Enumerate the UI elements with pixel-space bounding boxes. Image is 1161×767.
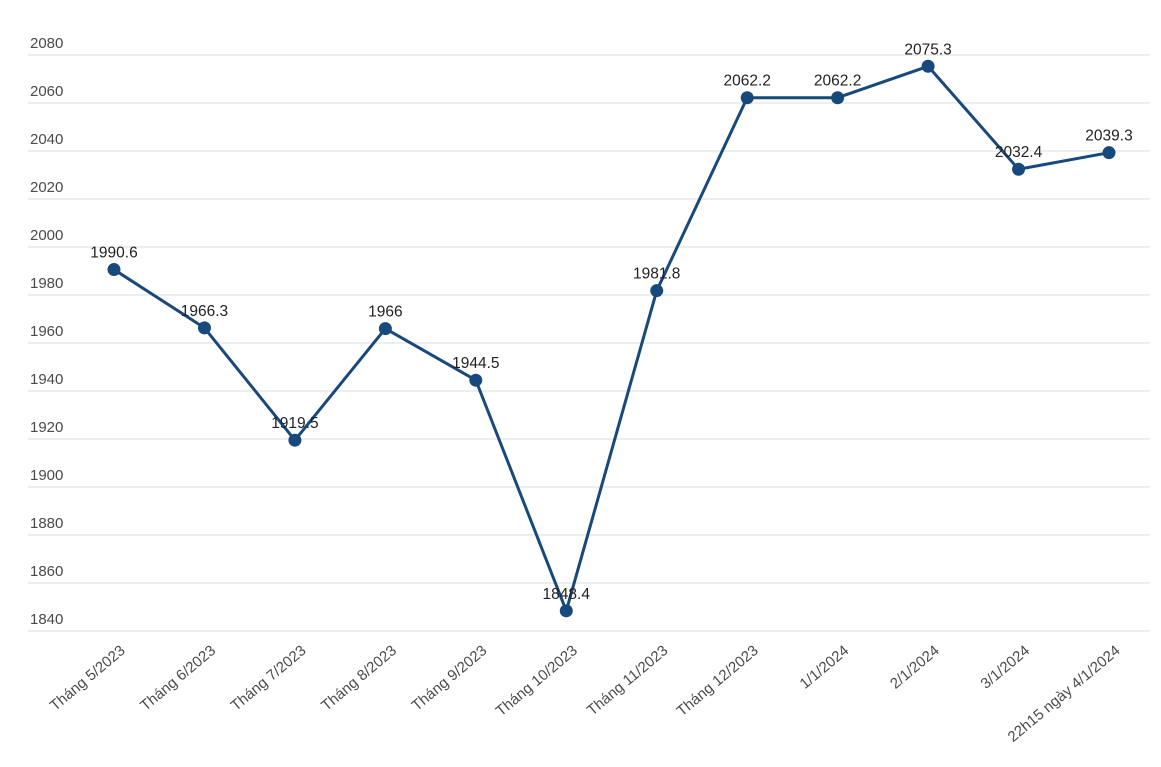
x-tick-label: Tháng 10/2023 <box>493 642 581 720</box>
series-line <box>112 64 1111 613</box>
data-labels-group: 1990.6 1966.3 1919.5 1966 1944.5 1848.4 1981.8… <box>90 41 1132 603</box>
x-tick-label: 1/1/2024 <box>797 642 853 693</box>
data-point-label: 1848.4 <box>543 586 591 603</box>
x-tick-label: Tháng 8/2023 <box>318 642 400 715</box>
data-point[interactable] <box>559 604 573 618</box>
data-point[interactable] <box>469 373 483 387</box>
data-point-label: 1944.5 <box>452 355 499 372</box>
data-point[interactable] <box>378 322 392 336</box>
y-tick-label: 2040 <box>30 131 63 148</box>
y-tick-label: 1960 <box>30 323 63 340</box>
y-tick-label: 1920 <box>30 419 63 436</box>
data-point-label: 2039.3 <box>1085 128 1132 145</box>
x-tick-label: Tháng 11/2023 <box>584 642 671 719</box>
x-tick-label: Tháng 9/2023 <box>409 642 491 715</box>
y-tick-label: 2020 <box>30 179 63 196</box>
data-point-label: 1981.8 <box>633 266 680 283</box>
data-point[interactable] <box>197 321 211 335</box>
series-group <box>107 59 1116 618</box>
data-point-label: 1990.6 <box>90 245 137 262</box>
y-tick-label: 2000 <box>30 227 63 244</box>
data-point-label: 1966.3 <box>181 303 228 320</box>
data-point[interactable] <box>740 91 754 105</box>
data-point[interactable] <box>831 91 845 105</box>
gridlines-group <box>28 54 1150 632</box>
y-tick-label: 1860 <box>30 563 63 580</box>
y-tick-label: 1940 <box>30 371 63 388</box>
y-tick-label: 1840 <box>30 611 63 628</box>
y-tick-label: 2060 <box>30 83 63 100</box>
data-point-label: 2075.3 <box>904 41 951 58</box>
y-axis-labels-group: 1840 1860 1880 1900 1920 1940 1960 1980 2000 2020… <box>30 35 63 628</box>
data-point[interactable] <box>288 433 302 447</box>
data-point-label: 1966 <box>368 304 402 321</box>
data-point[interactable] <box>1102 146 1116 160</box>
x-axis-labels-group: Tháng 5/2023 Tháng 6/2023 Tháng 7/2023 Thán… <box>47 642 1124 746</box>
data-point[interactable] <box>107 263 121 277</box>
y-tick-label: 1900 <box>30 467 63 484</box>
data-point-label: 2062.2 <box>723 73 770 90</box>
x-tick-label: 3/1/2024 <box>977 642 1033 693</box>
x-tick-label: 2/1/2024 <box>887 642 943 693</box>
y-tick-label: 1880 <box>30 515 63 532</box>
data-point-label: 2062.2 <box>814 73 861 90</box>
x-tick-label: Tháng 7/2023 <box>228 642 310 715</box>
data-point-label: 2032.4 <box>995 144 1043 161</box>
data-point[interactable] <box>650 284 664 298</box>
data-point[interactable] <box>1012 162 1026 176</box>
x-tick-label: Tháng 12/2023 <box>674 642 762 720</box>
x-tick-label: Tháng 5/2023 <box>47 642 129 715</box>
data-point-label: 1919.5 <box>271 415 318 432</box>
y-tick-label: 2080 <box>30 35 63 52</box>
y-tick-label: 1980 <box>30 275 63 292</box>
x-tick-label: Tháng 6/2023 <box>137 642 219 715</box>
data-point[interactable] <box>921 59 935 73</box>
